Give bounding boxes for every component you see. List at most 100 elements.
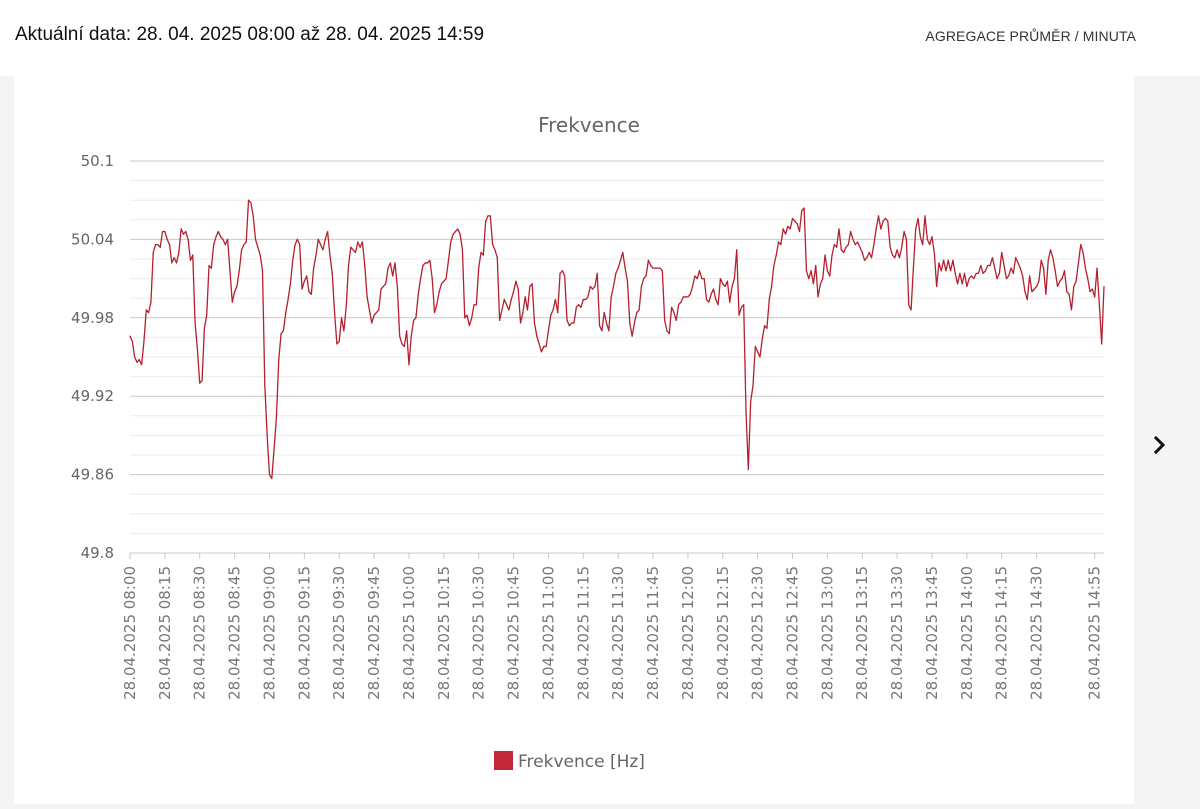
data-point	[875, 228, 877, 230]
data-point	[708, 301, 710, 303]
data-point	[375, 311, 378, 314]
data-point	[185, 230, 187, 233]
data-point	[924, 215, 926, 217]
data-point	[936, 285, 938, 288]
data-point	[559, 272, 561, 274]
chart-panel: Frekvence 50.1 50.04 49.98 49.92 49.86 49.8 2…	[14, 76, 1134, 804]
data-point	[647, 259, 649, 261]
data-point	[777, 241, 780, 243]
data-point	[624, 267, 626, 269]
data-point	[684, 296, 687, 298]
data-point	[429, 259, 431, 261]
data-point	[887, 220, 889, 222]
data-point	[208, 264, 210, 267]
data-point	[850, 230, 852, 233]
data-point	[287, 298, 289, 301]
data-point	[989, 264, 991, 267]
data-point	[929, 244, 931, 246]
data-point	[640, 285, 643, 288]
data-point	[194, 322, 196, 324]
data-point	[392, 275, 394, 277]
data-point	[966, 285, 968, 288]
data-point	[740, 306, 742, 308]
data-point	[994, 267, 996, 269]
data-point	[643, 278, 645, 280]
data-point	[466, 314, 468, 316]
data-point	[996, 278, 998, 280]
data-point	[931, 236, 933, 238]
data-point	[373, 314, 375, 316]
frequency-series-line	[129, 199, 1105, 480]
data-point	[915, 228, 917, 230]
data-point	[568, 325, 570, 327]
data-point	[1001, 251, 1003, 254]
data-point	[315, 254, 317, 256]
chart-title: Frekvence	[538, 113, 640, 137]
data-point	[505, 304, 508, 306]
data-point	[180, 228, 182, 230]
data-point	[1101, 343, 1103, 345]
data-point	[343, 330, 345, 332]
data-point	[747, 468, 749, 470]
data-point	[678, 304, 680, 306]
data-point	[794, 220, 796, 222]
data-point	[554, 298, 557, 301]
x-tick-label: 28.04.2025 14:00	[958, 566, 976, 700]
data-point	[673, 311, 675, 314]
data-point	[243, 244, 245, 246]
data-point	[626, 280, 629, 282]
data-point	[1045, 293, 1047, 295]
data-point	[984, 270, 987, 272]
data-point	[475, 304, 477, 306]
legend-label[interactable]: Frekvence [Hz]	[518, 752, 645, 772]
x-tick-label: 28.04.2025 13:30	[888, 566, 906, 700]
data-point	[222, 238, 224, 240]
data-point	[210, 267, 212, 269]
data-point	[789, 228, 791, 230]
data-point	[954, 272, 956, 274]
data-point	[199, 382, 201, 384]
data-point	[736, 249, 738, 251]
data-point	[464, 317, 466, 319]
data-point	[424, 262, 426, 264]
x-tick-label: 28.04.2025 13:45	[923, 566, 941, 700]
data-point	[338, 340, 340, 342]
data-point	[884, 217, 887, 220]
data-point	[922, 244, 924, 246]
legend-swatch[interactable]	[494, 751, 513, 770]
data-point	[1059, 280, 1061, 282]
data-point	[240, 249, 243, 251]
x-tick-label: 28.04.2025 11:30	[609, 566, 627, 700]
legend[interactable]: Frekvence [Hz]	[494, 751, 645, 772]
next-page-arrow[interactable]	[1150, 432, 1172, 458]
data-point	[468, 325, 470, 327]
data-point	[724, 285, 726, 288]
data-point	[238, 270, 240, 272]
data-point	[538, 343, 540, 345]
data-point	[1077, 262, 1080, 264]
data-point	[282, 330, 285, 332]
data-point	[431, 278, 433, 280]
data-point	[480, 251, 482, 254]
data-point	[403, 345, 405, 348]
x-tick-label: 28.04.2025 13:15	[853, 566, 871, 700]
data-point	[750, 400, 752, 403]
data-point	[1012, 272, 1014, 274]
data-point	[401, 343, 403, 345]
data-point	[433, 311, 436, 314]
x-tick-label: 28.04.2025 10:45	[505, 566, 523, 700]
data-point	[1054, 270, 1056, 272]
x-axis-labels: 28.04.2025 08:00 28.04.2025 08:15 28.04.20…	[121, 553, 1104, 700]
data-point	[787, 225, 789, 227]
data-point	[552, 309, 554, 311]
x-tick-label: 28.04.2025 14:30	[1028, 566, 1046, 700]
data-point	[550, 314, 552, 316]
data-point	[752, 385, 754, 387]
data-point	[1015, 257, 1017, 259]
aggregation-button[interactable]: AGREGACE PRŮMĚR / MINUTA	[925, 28, 1136, 44]
data-point	[908, 304, 910, 306]
data-point	[629, 322, 631, 324]
data-point	[840, 249, 842, 251]
data-point	[1003, 264, 1005, 267]
data-point	[824, 254, 826, 256]
